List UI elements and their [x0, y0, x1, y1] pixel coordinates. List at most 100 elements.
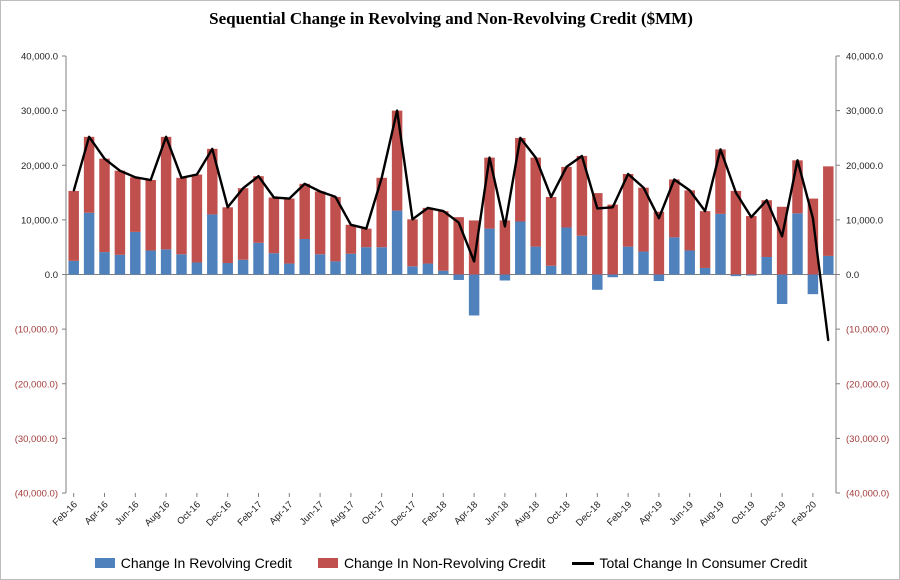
x-tick-label: Apr-17: [267, 499, 295, 527]
bar-revolving: [130, 231, 141, 275]
bar-revolving: [576, 235, 588, 275]
point-total-consumer-credit: [365, 228, 367, 230]
bar-non-revolving: [160, 136, 172, 250]
bar-non-revolving: [314, 191, 326, 255]
y-tick-label-right: (20,000.0): [846, 379, 889, 390]
point-total-consumer-credit: [519, 137, 521, 139]
x-tick-label: Aug-16: [143, 499, 172, 528]
bar-revolving: [530, 246, 541, 275]
bar-revolving: [191, 262, 203, 275]
point-total-consumer-credit: [442, 210, 444, 212]
point-total-consumer-credit: [812, 217, 814, 219]
bar-revolving: [699, 267, 711, 275]
bar-non-revolving: [730, 190, 742, 275]
y-tick-label-left: 0.0: [45, 270, 58, 281]
bar-revolving: [145, 250, 156, 275]
bar-non-revolving: [561, 166, 572, 228]
bar-revolving: [823, 255, 834, 275]
bar-non-revolving: [545, 196, 557, 266]
point-total-consumer-credit: [319, 190, 321, 193]
bar-non-revolving: [68, 190, 79, 261]
x-tick-label: Apr-16: [83, 499, 111, 527]
bar-non-revolving: [622, 173, 634, 247]
x-tick-label: Dec-18: [574, 499, 603, 528]
point-total-consumer-credit: [304, 183, 306, 185]
point-total-consumer-credit: [750, 216, 752, 218]
legend-label-total: Total Change In Consumer Credit: [599, 555, 808, 571]
point-total-consumer-credit: [673, 178, 675, 181]
y-tick-label-right: 40,000.0: [846, 52, 883, 63]
point-total-consumer-credit: [796, 159, 799, 161]
point-total-consumer-credit: [134, 176, 136, 178]
bar-revolving: [669, 237, 680, 275]
line-total-consumer-credit: [72, 109, 830, 341]
legend-item-revolving: Change In Revolving Credit: [94, 555, 292, 571]
bar-non-revolving: [484, 157, 495, 229]
bar-non-revolving: [499, 220, 511, 275]
bar-non-revolving: [114, 170, 126, 255]
y-tick-label-right: 20,000.0: [846, 161, 883, 172]
bar-revolving: [515, 221, 526, 275]
bar-revolving: [114, 254, 126, 275]
point-total-consumer-credit: [411, 218, 414, 220]
x-tick-label: Aug-17: [328, 499, 357, 528]
legend-label-revolving: Change In Revolving Credit: [120, 555, 292, 571]
bar-revolving: [638, 251, 649, 275]
bar-revolving: [160, 249, 172, 275]
x-tick-label: Jun-16: [113, 499, 141, 527]
bar-non-revolving: [268, 197, 280, 254]
bar-non-revolving: [592, 193, 603, 275]
bar-non-revolving: [669, 179, 680, 238]
bar-revolving: [484, 228, 495, 275]
y-tick-label-left: (10,000.0): [15, 325, 58, 336]
point-total-consumer-credit: [242, 187, 244, 189]
bar-non-revolving: [422, 207, 434, 264]
x-tick-label: Dec-17: [389, 499, 418, 528]
bar-revolving: [746, 274, 757, 276]
bar-revolving: [499, 274, 511, 281]
x-tick-label: Dec-19: [759, 499, 788, 528]
bar-non-revolving: [823, 166, 834, 256]
bar-revolving: [422, 263, 434, 275]
y-tick-label-right: (40,000.0): [846, 489, 889, 500]
bar-revolving: [730, 274, 742, 277]
bar-non-revolving: [99, 158, 110, 253]
bar-revolving: [761, 257, 772, 275]
y-tick-label-right: 30,000.0: [846, 106, 883, 117]
point-total-consumer-credit: [596, 207, 598, 210]
bar-non-revolving: [576, 155, 588, 236]
point-total-consumer-credit: [350, 224, 352, 226]
bar-non-revolving: [222, 207, 233, 264]
bar-revolving: [776, 274, 788, 304]
point-total-consumer-credit: [165, 136, 167, 138]
bar-revolving: [407, 266, 418, 275]
bar-non-revolving: [284, 198, 295, 264]
bar-revolving: [715, 213, 726, 275]
bar-revolving: [545, 265, 557, 275]
bar-non-revolving: [191, 174, 203, 263]
point-total-consumer-credit: [550, 196, 552, 198]
point-total-consumer-credit: [273, 196, 275, 199]
point-total-consumer-credit: [180, 177, 183, 179]
bar-non-revolving: [607, 204, 618, 275]
x-tick-label: Aug-19: [697, 499, 726, 528]
x-tick-label: Apr-18: [452, 499, 480, 527]
y-tick-label-left: 30,000.0: [21, 106, 58, 117]
y-tick-label-left: (20,000.0): [15, 379, 58, 390]
bar-revolving: [684, 250, 695, 275]
x-tick-label: Apr-19: [637, 499, 665, 527]
bar-non-revolving: [207, 148, 218, 215]
bar-revolving: [361, 247, 372, 275]
bar-revolving: [807, 274, 819, 295]
x-tick-label: Oct-19: [729, 499, 757, 527]
point-total-consumer-credit: [227, 206, 229, 208]
point-total-consumer-credit: [581, 155, 583, 157]
bar-non-revolving: [361, 228, 372, 248]
bar-revolving: [207, 214, 218, 275]
bar-non-revolving: [638, 187, 649, 252]
point-total-consumer-credit: [689, 189, 691, 191]
x-tick-label: Jun-19: [667, 499, 695, 527]
point-total-consumer-credit: [827, 339, 829, 342]
point-total-consumer-credit: [781, 235, 783, 237]
x-tick-label: Jun-17: [298, 499, 326, 527]
